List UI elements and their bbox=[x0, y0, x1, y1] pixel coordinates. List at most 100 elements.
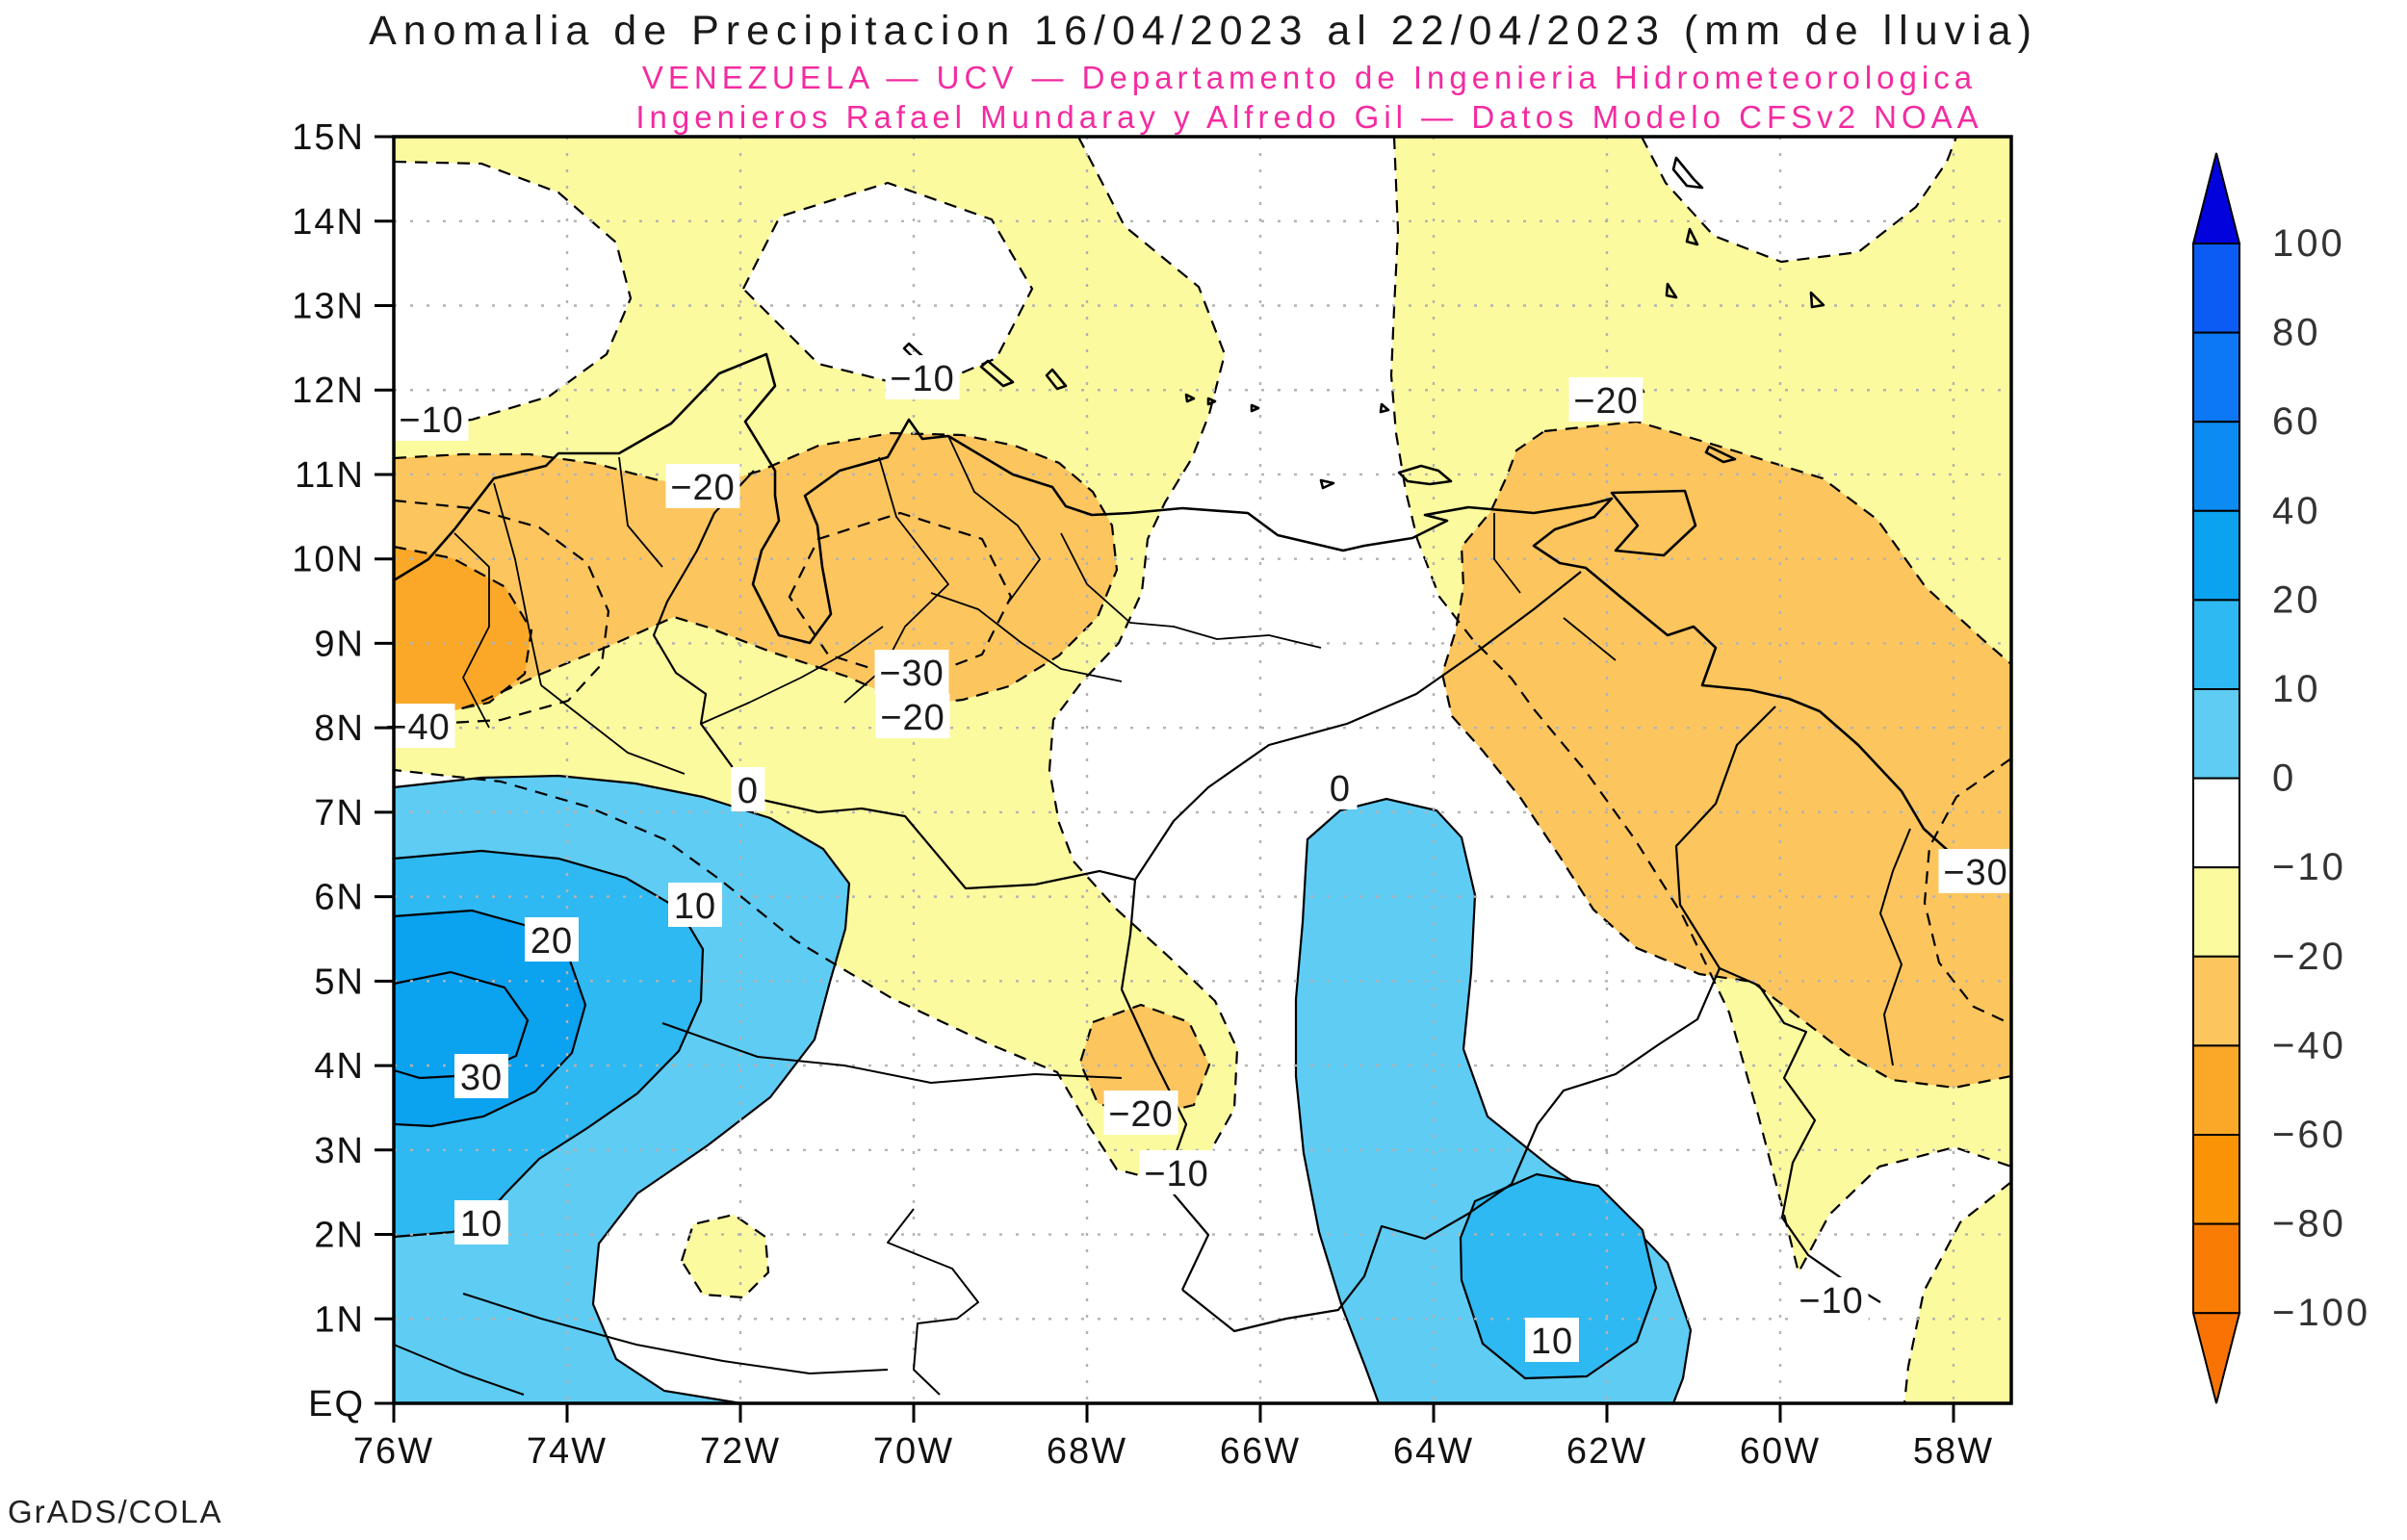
contour-label-box bbox=[1525, 1318, 1579, 1362]
y-axis-label: EQ bbox=[308, 1384, 365, 1424]
contour-line-neg10-west-master bbox=[393, 136, 1239, 1184]
colorbar-segment bbox=[2192, 1134, 2240, 1225]
political-borders bbox=[393, 470, 1911, 1396]
contour-fill-neg20-ne bbox=[1442, 422, 2011, 1088]
contour-fill-neg10-corner bbox=[1904, 1182, 2011, 1403]
plot-subtitle-2: Ingenieros Rafael Mundaray y Alfredo Gil… bbox=[635, 99, 1983, 135]
colorbar-label: 80 bbox=[2272, 312, 2321, 354]
colorbar-segment bbox=[2192, 243, 2240, 334]
island-barbados bbox=[1809, 291, 1825, 309]
y-axis-label: 3N bbox=[314, 1131, 365, 1171]
contour-label: −40 bbox=[385, 707, 450, 748]
island-margarita bbox=[1397, 464, 1453, 486]
contour-line-neg30-nw-ring bbox=[788, 511, 1013, 683]
x-axis-label: 60W bbox=[1740, 1431, 1821, 1472]
contour-label-box bbox=[454, 1054, 508, 1098]
contour-line-neg20-ne bbox=[1440, 420, 2012, 1090]
contour-label-box bbox=[668, 883, 722, 927]
axes: EQ 1N 2N 3N 4N 5N 6N 7N 8N 9N 10N 11N 12N 13N 14N 15N 76… bbox=[292, 117, 1992, 1472]
colorbar-label: −100 bbox=[2272, 1292, 2370, 1334]
colorbar-segment bbox=[2192, 777, 2240, 869]
island-los-roques bbox=[1184, 393, 1260, 413]
contour-label: −20 bbox=[1573, 381, 1638, 422]
contour-label: 30 bbox=[460, 1058, 503, 1098]
contour-label-box bbox=[394, 397, 469, 441]
colorbar-label: 20 bbox=[2272, 578, 2321, 621]
x-axis-label: 68W bbox=[1047, 1431, 1127, 1472]
contour-label: 10 bbox=[460, 1204, 503, 1245]
contour-label-box bbox=[874, 650, 949, 694]
contour-fill-neg10-blob-sw bbox=[682, 1215, 768, 1297]
colorbar-arrow-top bbox=[2191, 152, 2241, 244]
contour-fill-neg20-center bbox=[1080, 1005, 1209, 1118]
colorbar-segment bbox=[2192, 509, 2240, 602]
contour-fill-white-hole-topright bbox=[1642, 137, 1956, 262]
y-axis-label: 11N bbox=[295, 455, 365, 496]
island-st-lucia bbox=[1685, 227, 1699, 246]
colorbar-label: 40 bbox=[2272, 490, 2321, 532]
plot-title: Anomalia de Precipitacion 16/04/2023 al … bbox=[369, 8, 2038, 54]
y-axis-label: 2N bbox=[314, 1216, 365, 1256]
border-venezuela-guyana bbox=[1674, 706, 1776, 969]
x-axis-label: 62W bbox=[1566, 1431, 1647, 1472]
river-essequibo bbox=[1879, 828, 1911, 1066]
state-falcon-lara bbox=[947, 435, 1041, 603]
contour-line-30 bbox=[393, 970, 530, 1080]
contour-label: −10 bbox=[399, 400, 463, 441]
island-tobago bbox=[1704, 445, 1737, 464]
state-monagas-sucre bbox=[1493, 513, 1521, 594]
y-axis-label: 8N bbox=[314, 708, 365, 749]
contour-line-neg30-east bbox=[1923, 757, 2012, 1025]
grads-credit: GrADS/COLA bbox=[8, 1494, 223, 1529]
colorbar-segment bbox=[2192, 331, 2240, 424]
contour-label-box bbox=[1139, 1150, 1214, 1194]
colorbar-label: 100 bbox=[2272, 222, 2345, 265]
contour-label: 10 bbox=[674, 886, 716, 927]
contour-labels: −10−20−10−20−30−20−400 010203010−20−1010−… bbox=[380, 355, 2013, 1362]
x-axis-label: 70W bbox=[873, 1431, 954, 1472]
colorbar-label: −10 bbox=[2272, 846, 2346, 888]
island-trinidad bbox=[1610, 489, 1697, 557]
state-lara-portuguesa bbox=[930, 592, 1123, 682]
y-axis-label: 15N bbox=[292, 117, 365, 158]
x-axis-label: 72W bbox=[700, 1431, 781, 1472]
island-la-blanquilla bbox=[1379, 402, 1390, 414]
state-guarico bbox=[1060, 532, 1322, 649]
contour-label-box bbox=[525, 917, 579, 962]
x-axis-label: 74W bbox=[527, 1431, 608, 1472]
colombia-dept-1 bbox=[493, 482, 542, 686]
border-colombia-bottom bbox=[887, 1208, 979, 1396]
contour-label: −10 bbox=[890, 359, 954, 399]
contour-line-neg10-hole-nw bbox=[393, 160, 633, 431]
contour-label: −30 bbox=[1943, 853, 2007, 893]
state-merida-range bbox=[700, 626, 884, 725]
contour-fill-white-hole-topcenter bbox=[743, 183, 1032, 390]
contour-fill-neg40-west bbox=[394, 547, 531, 714]
contour-line-neg10-corner bbox=[1902, 1181, 2012, 1404]
contour-label-box bbox=[731, 767, 765, 811]
contour-label-box bbox=[875, 694, 950, 738]
contour-label-box bbox=[665, 464, 740, 508]
contour-label: −20 bbox=[880, 698, 945, 738]
contour-label-box bbox=[1938, 849, 2013, 893]
colorbar-label: −80 bbox=[2272, 1203, 2346, 1245]
colorbar-label: −60 bbox=[2272, 1114, 2346, 1156]
plot-subtitle-1: VENEZUELA — UCV — Departamento de Ingeni… bbox=[641, 60, 1978, 95]
island-st-vincent bbox=[1665, 282, 1678, 299]
colorbar-label: −40 bbox=[2272, 1024, 2346, 1066]
y-axis-label: 5N bbox=[314, 962, 365, 1002]
colorbar-label: 10 bbox=[2272, 668, 2321, 710]
x-axis-label: 66W bbox=[1220, 1431, 1301, 1472]
contour-label: 20 bbox=[531, 921, 573, 962]
contour-line-neg30-west bbox=[393, 499, 610, 726]
y-axis-label: 12N bbox=[292, 371, 365, 411]
map-border bbox=[392, 135, 2013, 1405]
y-axis-label: 4N bbox=[314, 1046, 365, 1087]
contour-line-neg10-east-master bbox=[1389, 136, 2012, 1276]
border-venezuela-colombia bbox=[652, 470, 1210, 1291]
contour-label-box bbox=[454, 1200, 508, 1245]
contour-fill-pos10-se bbox=[1459, 1172, 1658, 1380]
contour-line-neg10-hole-topright bbox=[1641, 136, 1958, 264]
